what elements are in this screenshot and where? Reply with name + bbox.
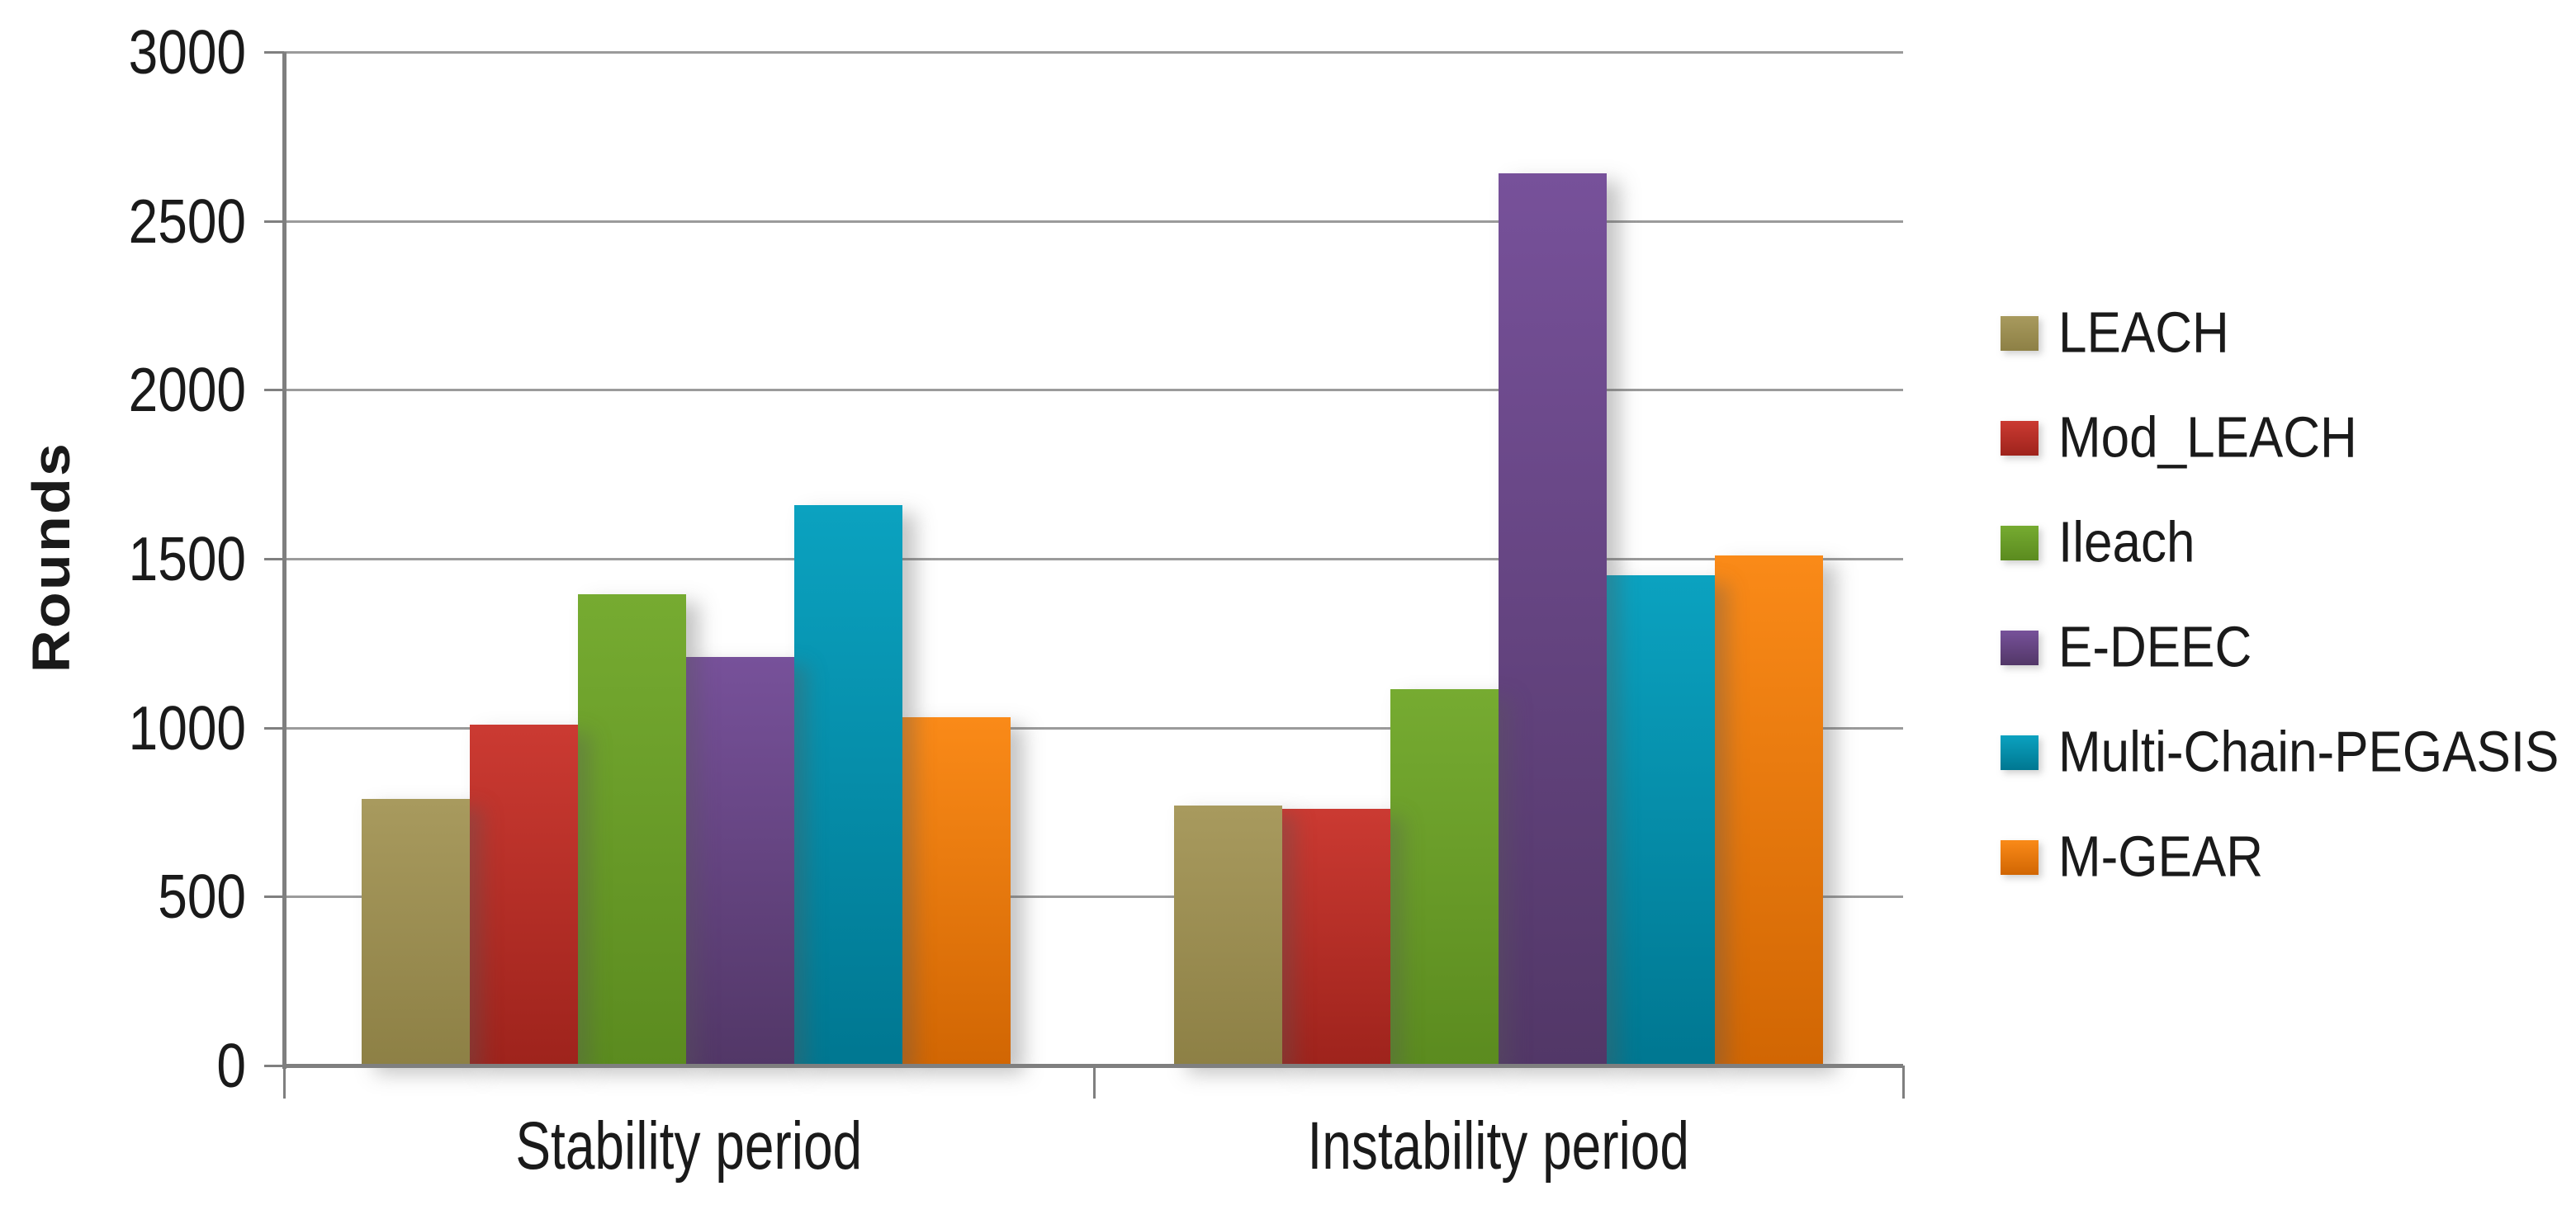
bar-ileach-stability bbox=[578, 593, 686, 1066]
gridline-3000 bbox=[284, 51, 1903, 54]
legend-label: E-DEEC bbox=[2058, 615, 2252, 680]
bar-e-deec-instability bbox=[1499, 173, 1607, 1066]
legend-label: M-GEAR bbox=[2058, 825, 2263, 890]
y-tick-mark-0 bbox=[264, 1065, 284, 1067]
bar-m-gear-stability bbox=[902, 717, 1011, 1066]
y-tick-label-2500: 2500 bbox=[128, 186, 246, 257]
gridline-2500 bbox=[284, 220, 1903, 223]
bar-multi-chain-pegasis-instability bbox=[1607, 575, 1715, 1066]
legend-swatch-e-deec bbox=[2001, 630, 2039, 665]
legend-label: Ileach bbox=[2058, 510, 2195, 575]
y-tick-mark-1500 bbox=[264, 558, 284, 560]
legend-label: LEACH bbox=[2058, 300, 2229, 366]
y-tick-label-500: 500 bbox=[158, 861, 246, 932]
y-tick-mark-2500 bbox=[264, 220, 284, 223]
y-axis-line bbox=[282, 52, 286, 1069]
legend: LEACH Mod_LEACH Ileach E-DEEC Multi-Chain-PE… bbox=[2001, 281, 2559, 910]
y-tick-label-1500: 1500 bbox=[128, 523, 246, 594]
x-tick-mark-2 bbox=[1902, 1066, 1905, 1099]
legend-swatch-mod-leach bbox=[2001, 420, 2039, 456]
legend-item-leach: LEACH bbox=[2001, 281, 2559, 385]
legend-swatch-ileach bbox=[2001, 525, 2039, 560]
x-category-label-stability: Stability period bbox=[515, 1107, 863, 1184]
bar-e-deec-stability bbox=[686, 656, 794, 1066]
y-tick-mark-500 bbox=[264, 895, 284, 899]
legend-label: Multi-Chain-PEGASIS bbox=[2058, 720, 2559, 785]
bar-leach-stability bbox=[362, 798, 470, 1066]
bar-multi-chain-pegasis-stability bbox=[794, 504, 902, 1066]
bar-ileach-instability bbox=[1390, 688, 1499, 1066]
x-tick-mark-1 bbox=[1092, 1066, 1096, 1099]
gridline-1000 bbox=[284, 726, 1903, 730]
bar-mod-leach-instability bbox=[1282, 808, 1390, 1066]
y-tick-label-2000: 2000 bbox=[128, 354, 246, 425]
legend-item-multi-chain-pegasis: Multi-Chain-PEGASIS bbox=[2001, 700, 2559, 805]
gridline-2000 bbox=[284, 389, 1903, 392]
bar-m-gear-instability bbox=[1715, 555, 1823, 1066]
y-tick-label-3000: 3000 bbox=[128, 17, 246, 87]
y-tick-label-0: 0 bbox=[216, 1030, 246, 1101]
y-tick-label-1000: 1000 bbox=[128, 692, 246, 763]
legend-item-m-gear: M-GEAR bbox=[2001, 805, 2559, 910]
legend-label: Mod_LEACH bbox=[2058, 405, 2357, 470]
bar-leach-instability bbox=[1174, 805, 1282, 1066]
legend-swatch-m-gear bbox=[2001, 839, 2039, 875]
gridline-500 bbox=[284, 895, 1903, 899]
legend-swatch-leach bbox=[2001, 315, 2039, 351]
legend-item-mod-leach: Mod_LEACH bbox=[2001, 385, 2559, 490]
x-category-label-instability: Instability period bbox=[1307, 1107, 1689, 1184]
bar-mod-leach-stability bbox=[470, 724, 578, 1066]
y-tick-mark-3000 bbox=[264, 51, 284, 54]
legend-item-e-deec: E-DEEC bbox=[2001, 595, 2559, 700]
y-tick-mark-1000 bbox=[264, 726, 284, 730]
y-tick-mark-2000 bbox=[264, 389, 284, 392]
legend-item-ileach: Ileach bbox=[2001, 490, 2559, 595]
x-tick-mark-0 bbox=[283, 1066, 286, 1099]
gridline-1500 bbox=[284, 558, 1903, 560]
legend-swatch-multi-chain-pegasis bbox=[2001, 735, 2039, 770]
